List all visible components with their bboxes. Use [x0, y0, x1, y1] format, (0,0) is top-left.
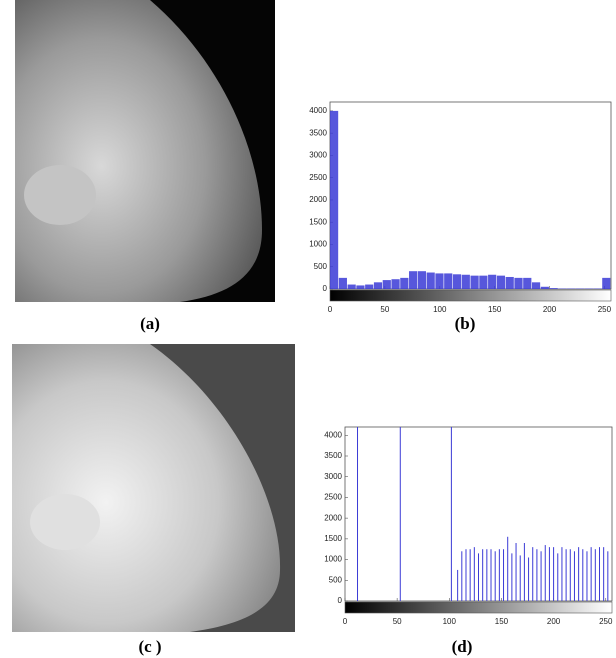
- mammogram-enhanced: [12, 344, 295, 632]
- x-tick-label: 200: [547, 617, 561, 626]
- histogram-bar: [382, 280, 391, 289]
- histogram-bar: [496, 275, 506, 289]
- histogram-bar: [365, 284, 374, 289]
- histogram-bar: [488, 274, 497, 289]
- histogram-bar: [505, 276, 514, 289]
- y-tick-label: 3000: [309, 151, 327, 160]
- plot-frame: [329, 101, 612, 290]
- histogram-bar: [452, 274, 462, 289]
- histogram-bar: [531, 282, 541, 289]
- histogram-bar: [409, 271, 418, 289]
- histogram-bar: [347, 284, 356, 289]
- gray-colorbar: [329, 289, 612, 302]
- caption: (d): [452, 637, 473, 656]
- x-tick-label: 100: [433, 305, 447, 314]
- histogram-bar: [356, 285, 365, 289]
- x-tick-label: 50: [393, 617, 402, 626]
- caption: (c ): [138, 637, 161, 656]
- histogram-bar: [338, 277, 347, 289]
- mammogram-original: [15, 0, 275, 302]
- y-tick-label: 4000: [309, 106, 327, 115]
- x-tick-label: 100: [443, 617, 457, 626]
- y-tick-label: 2500: [309, 173, 327, 182]
- y-tick-label: 1000: [309, 240, 327, 249]
- y-tick-label: 2000: [309, 195, 327, 204]
- y-tick-label: 0: [338, 596, 343, 605]
- histogram-bar: [602, 277, 611, 289]
- x-tick-label: 50: [380, 305, 389, 314]
- histogram-bar: [426, 272, 435, 289]
- x-tick-label: 150: [488, 305, 502, 314]
- histogram-bar: [444, 273, 453, 289]
- histogram-bar: [549, 288, 558, 289]
- histogram-bar: [435, 273, 444, 289]
- histogram-bar: [330, 110, 339, 290]
- y-tick-label: 500: [329, 575, 343, 584]
- histogram-bar: [391, 279, 400, 289]
- histogram-bar: [400, 277, 409, 289]
- y-tick-label: 2000: [324, 513, 342, 522]
- x-tick-label: 150: [495, 617, 509, 626]
- y-tick-label: 3000: [324, 472, 342, 481]
- y-tick-label: 1500: [324, 534, 342, 543]
- x-tick-label: 0: [343, 617, 348, 626]
- histogram-bar: [540, 286, 549, 289]
- histogram-bar: [470, 275, 479, 289]
- y-tick-label: 1000: [324, 555, 342, 564]
- gray-colorbar: [344, 601, 613, 614]
- y-tick-label: 4000: [324, 430, 342, 439]
- x-tick-label: 250: [598, 305, 612, 314]
- x-tick-label: 250: [599, 617, 613, 626]
- histogram-bar: [461, 274, 470, 289]
- histogram-bar: [479, 275, 488, 289]
- y-tick-label: 1500: [309, 217, 327, 226]
- histogram-bar: [373, 282, 383, 289]
- y-tick-label: 500: [314, 262, 328, 271]
- histogram-bar: [417, 271, 426, 289]
- x-tick-label: 0: [328, 305, 333, 314]
- histogram-bar: [523, 277, 532, 289]
- x-tick-label: 200: [543, 305, 557, 314]
- histogram-bar: [514, 277, 523, 289]
- caption: (b): [455, 314, 476, 333]
- caption: (a): [140, 314, 160, 333]
- y-tick-label: 0: [323, 284, 328, 293]
- y-tick-label: 2500: [324, 493, 342, 502]
- y-tick-label: 3500: [309, 128, 327, 137]
- y-tick-label: 3500: [324, 451, 342, 460]
